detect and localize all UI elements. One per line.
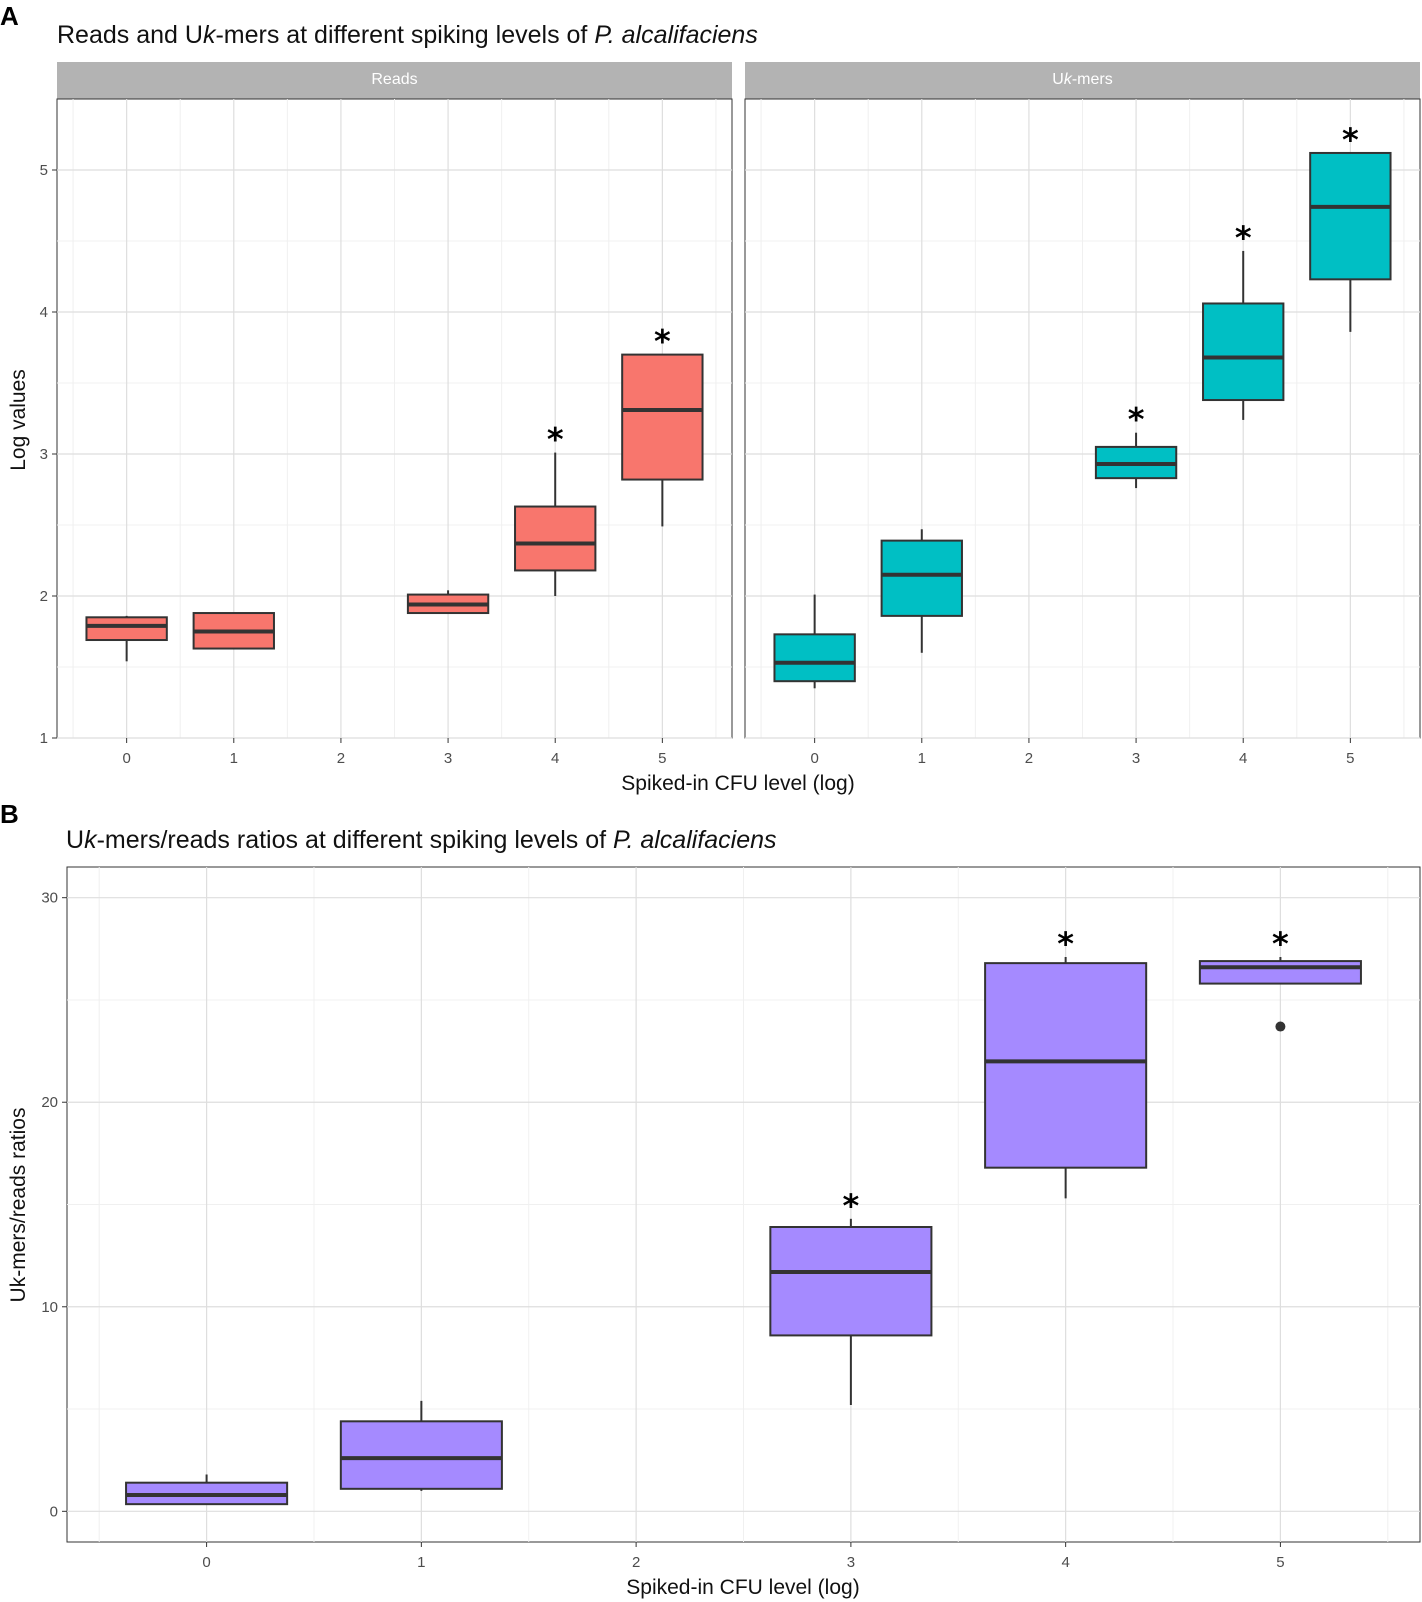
title-part: Reads and U: [57, 21, 203, 49]
facet-strip-ukmers: [745, 62, 1420, 99]
x-tick-label: 4: [1239, 750, 1247, 767]
y-tick-label: 4: [40, 304, 48, 321]
x-tick-label: 0: [810, 750, 818, 767]
y-tick-label: 0: [50, 1503, 58, 1520]
significance-star: *: [1128, 401, 1145, 439]
x-tick-label: 1: [417, 1554, 425, 1571]
y-axis-label-b: Uk-mers/reads ratios: [7, 1108, 30, 1303]
y-tick-label: 30: [41, 890, 58, 907]
x-axis-label-a: Spiked-in CFU level (log): [621, 772, 854, 795]
x-tick-label: 1: [230, 750, 238, 767]
x-tick-label: 2: [1025, 750, 1033, 767]
facet-strip-reads: [57, 62, 732, 99]
title-part: U: [1052, 71, 1064, 88]
title-part: -mers/reads ratios at different spiking …: [97, 826, 613, 854]
facet-reads: Reads 0 1 2 3 4 5 * *: [56, 62, 733, 767]
title-part: -mers at different spiking levels of: [215, 21, 594, 49]
significance-star: *: [843, 1187, 860, 1225]
x-tick-label: 5: [658, 750, 666, 767]
y-tick-label: 20: [41, 1094, 58, 1111]
x-tick-label: 2: [632, 1554, 640, 1571]
plot-reads: 0 1 2 3 4 5 * *: [57, 99, 732, 767]
title-part: P. alcalifaciens: [613, 826, 777, 854]
box: [514, 505, 597, 572]
panel-letter-a: A: [0, 1, 19, 31]
title-part: -mers: [1072, 71, 1113, 88]
x-axis-label-b: Spiked-in CFU level (log): [626, 1576, 859, 1599]
significance-star: *: [1342, 121, 1359, 159]
x-tick-label: 3: [444, 750, 452, 767]
box: [984, 962, 1148, 1169]
box: [1309, 151, 1392, 281]
box: [773, 633, 856, 683]
x-tick-label: 4: [1061, 1554, 1069, 1571]
x-tick-label: 3: [847, 1554, 855, 1571]
box: [1202, 302, 1285, 402]
significance-star: *: [1272, 925, 1289, 963]
y-axis-a: 1 2 3 4 5: [40, 162, 57, 747]
x-tick-label: 4: [551, 750, 559, 767]
facet-label-ukmers: Uk-mers: [1052, 71, 1112, 88]
panel-a-title: Reads and Uk-mers at different spiking l…: [57, 21, 758, 49]
y-axis-label-a: Log values: [7, 369, 30, 471]
x-tick-label: 5: [1276, 1554, 1284, 1571]
title-part: k: [203, 21, 217, 49]
significance-star: *: [654, 323, 671, 361]
plot-ukmers: 0 1 2 3 4 5 * * *: [745, 99, 1420, 767]
y-tick-label: 3: [40, 446, 48, 463]
facet-ukmers: Uk-mers 0 1 2 3 4 5 * * *: [744, 62, 1421, 767]
x-tick-label: 0: [202, 1554, 210, 1571]
y-axis-b: 0 10 20 30: [41, 890, 67, 1520]
title-part: k: [1064, 71, 1073, 88]
facet-label-reads: Reads: [371, 71, 417, 88]
box: [880, 539, 963, 617]
y-tick-label: 5: [40, 162, 48, 179]
y-tick-label: 2: [40, 588, 48, 605]
y-tick-label: 10: [41, 1299, 58, 1316]
panel-b-title: Uk-mers/reads ratios at different spikin…: [66, 826, 777, 854]
title-part: P. alcalifaciens: [594, 21, 758, 49]
facet-ratios: 0 1 2 3 4 5 * * *: [66, 866, 1421, 1571]
x-tick-label: 3: [1132, 750, 1140, 767]
plot-ratios: 0 1 2 3 4 5 * * *: [67, 867, 1420, 1571]
box: [85, 616, 168, 642]
x-tick-label: 0: [122, 750, 130, 767]
significance-star: *: [1235, 219, 1252, 257]
x-tick-label: 5: [1346, 750, 1354, 767]
x-tick-label: 2: [337, 750, 345, 767]
outlier-point: [1275, 1021, 1286, 1032]
box: [621, 353, 704, 481]
significance-star: *: [1057, 925, 1074, 963]
title-part: U: [66, 826, 84, 854]
box: [1198, 960, 1362, 985]
box: [769, 1226, 933, 1337]
significance-star: *: [547, 421, 564, 459]
y-tick-label: 1: [40, 730, 48, 747]
box: [339, 1420, 503, 1490]
panel-letter-b: B: [0, 799, 19, 829]
title-part: k: [84, 826, 98, 854]
x-tick-label: 1: [918, 750, 926, 767]
